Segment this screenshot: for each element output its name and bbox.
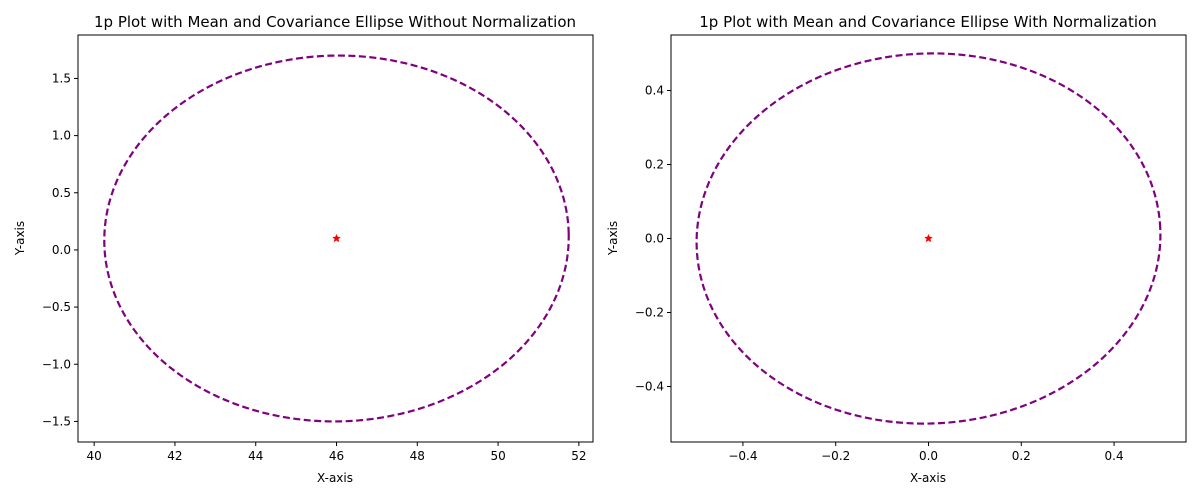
x-tick-label: 0.0	[919, 449, 938, 463]
chart-without-normalization: 1p Plot with Mean and Covariance Ellipse…	[13, 13, 594, 485]
y-tick-label: 0.0	[645, 232, 664, 246]
plot-frame	[670, 34, 1187, 443]
x-tick-label: 44	[248, 449, 263, 463]
y-tick-label: 0.5	[52, 186, 71, 200]
y-tick-label: 0.2	[645, 158, 664, 172]
x-tick-label: −0.2	[821, 449, 850, 463]
y-tick-label: 0.4	[645, 84, 664, 98]
chart-with-normalization: 1p Plot with Mean and Covariance Ellipse…	[606, 13, 1187, 485]
mark-layer	[103, 54, 570, 423]
x-tick-label: 50	[490, 449, 505, 463]
y-axis-label: Y-axis	[606, 221, 620, 256]
chart-title: 1p Plot with Mean and Covariance Ellipse…	[94, 13, 576, 31]
x-tick-label: 0.2	[1012, 449, 1031, 463]
mean-point	[332, 233, 341, 243]
mean-point	[924, 233, 933, 243]
tick-layer: −0.4 −0.2 0.0 0.2 0.4 −0.4 −0.2 0.0 0.2 0.4	[635, 84, 1124, 464]
covariance-ellipse	[695, 52, 1162, 425]
y-tick-label: 0.0	[52, 243, 71, 257]
y-tick-label: −0.5	[42, 300, 71, 314]
y-tick-label: 1.0	[52, 129, 71, 143]
y-tick-label: −0.2	[635, 306, 664, 320]
x-axis-label: X-axis	[317, 471, 353, 485]
x-tick-label: 0.4	[1105, 449, 1124, 463]
y-tick-label: −1.0	[42, 357, 71, 371]
plot-frame	[77, 34, 594, 443]
mark-layer	[695, 52, 1162, 425]
x-tick-label: 46	[329, 449, 344, 463]
chart-title: 1p Plot with Mean and Covariance Ellipse…	[699, 13, 1156, 31]
x-tick-label: 40	[87, 449, 102, 463]
x-tick-label: −0.4	[728, 449, 757, 463]
x-tick-label: 48	[410, 449, 425, 463]
x-axis-label: X-axis	[910, 471, 946, 485]
y-tick-label: 1.5	[52, 71, 71, 85]
x-tick-label: 52	[571, 449, 586, 463]
covariance-ellipse	[103, 54, 570, 423]
tick-layer: 40 42 44 46 48 50 52 −1.5 −1.0 −0.5 0.0 0.5 1.0 1.5	[42, 71, 587, 463]
y-axis-label: Y-axis	[13, 221, 27, 256]
x-tick-label: 42	[167, 449, 182, 463]
y-tick-label: −1.5	[42, 414, 71, 428]
y-tick-label: −0.4	[635, 380, 664, 394]
